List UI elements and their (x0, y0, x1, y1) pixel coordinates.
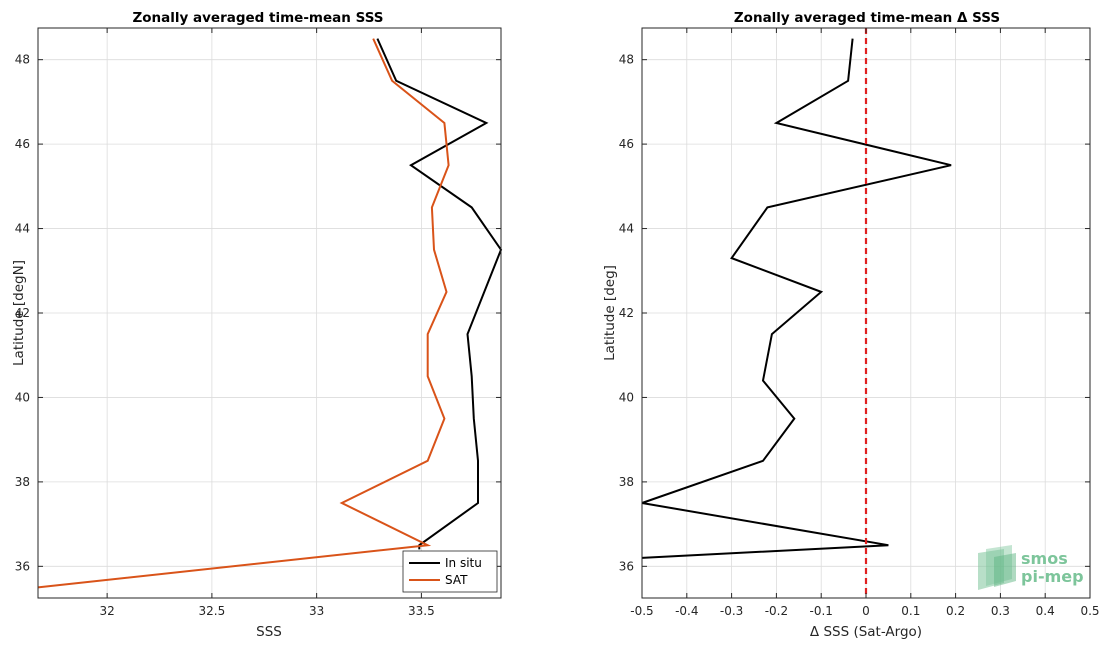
legend: In situ SAT (402, 550, 498, 593)
ticks: -0.5 -0.4 -0.3 -0.2 -0.1 0 0.1 0.2 0.3 0.4 0.5 36 38… (619, 28, 1100, 618)
x-tick-label: -0.4 (675, 604, 698, 618)
x-axis-label: SSS (256, 624, 282, 640)
legend-label-insitu: In situ (445, 556, 482, 570)
series-line-delta-sss (641, 38, 952, 559)
series-line-sat (37, 38, 450, 589)
y-tick-label: 44 (15, 222, 30, 236)
y-tick-label: 48 (15, 53, 30, 67)
y-axis-label: Latitude [deg] (602, 265, 618, 361)
y-tick-label: 42 (619, 306, 634, 320)
series-group (641, 28, 952, 598)
logo-text-line2: pi-mep (1021, 567, 1084, 586)
y-tick-label: 48 (619, 53, 634, 67)
y-tick-label: 38 (15, 475, 30, 489)
x-tick-label: 0.1 (901, 604, 920, 618)
x-tick-label: 33 (309, 604, 324, 618)
x-tick-label: -0.3 (720, 604, 743, 618)
y-tick-label: 44 (619, 222, 634, 236)
y-tick-label: 38 (619, 475, 634, 489)
x-axis-label: Δ SSS (Sat-Argo) (810, 624, 922, 640)
y-tick-label: 40 (15, 390, 30, 404)
x-tick-label: -0.2 (765, 604, 788, 618)
panel-sss: Zonally averaged time-mean SSS SSS Latit… (11, 10, 503, 640)
x-tick-label: 0.2 (946, 604, 965, 618)
smos-pi-mep-logo: smos pi-mep (978, 545, 1084, 590)
legend-label-sat: SAT (445, 573, 468, 587)
series-group (37, 38, 503, 589)
x-tick-label: 33.5 (408, 604, 435, 618)
y-tick-label: 46 (15, 137, 30, 151)
y-tick-label: 36 (619, 559, 634, 573)
series-line-in-situ (376, 38, 503, 550)
x-tick-label: -0.1 (809, 604, 832, 618)
y-tick-label: 36 (15, 559, 30, 573)
ticks: 32 32.5 33 33.5 36 38 40 42 44 46 48 (15, 28, 501, 618)
y-tick-label: 42 (15, 306, 30, 320)
y-tick-label: 40 (619, 390, 634, 404)
x-tick-label: 32 (99, 604, 114, 618)
chart-title: Zonally averaged time-mean Δ SSS (734, 10, 1000, 26)
x-tick-label: 0.3 (991, 604, 1010, 618)
logo-text-line1: smos (1021, 549, 1068, 568)
chart-title: Zonally averaged time-mean SSS (132, 10, 383, 26)
x-tick-label: -0.5 (630, 604, 653, 618)
x-tick-label: 0.4 (1036, 604, 1055, 618)
grid (38, 28, 501, 598)
x-tick-label: 0 (862, 604, 870, 618)
y-axis-label: Latitude [degN] (11, 260, 27, 366)
panel-delta-sss: Zonally averaged time-mean Δ SSS Δ SSS (… (602, 10, 1100, 640)
y-tick-label: 46 (619, 137, 634, 151)
logo-mark-icon (978, 545, 1016, 590)
x-tick-label: 0.5 (1080, 604, 1099, 618)
x-tick-label: 32.5 (199, 604, 226, 618)
legend-box (402, 550, 498, 593)
